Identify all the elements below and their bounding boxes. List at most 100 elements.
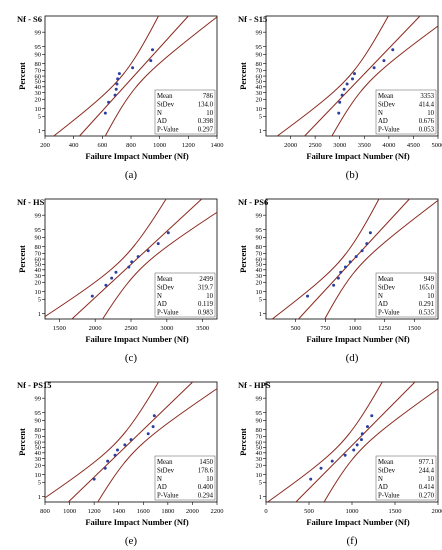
data-point <box>337 111 341 115</box>
data-point <box>156 242 160 246</box>
y-tick-label: 80 <box>256 244 263 251</box>
data-point <box>114 270 118 274</box>
y-tick-label: 30 <box>256 456 263 463</box>
x-tick-label: 2000 <box>186 508 199 515</box>
plot-area <box>45 382 217 502</box>
stats-label: AD <box>378 484 388 491</box>
y-tick-label: 40 <box>35 84 42 91</box>
fit-line <box>298 199 410 319</box>
stats-label: N <box>378 476 383 483</box>
data-point <box>103 466 107 470</box>
x-axis-label: Failure Impact Number (Nf) <box>85 151 188 161</box>
y-tick-label: 95 <box>35 410 42 417</box>
y-axis-label: Percent <box>238 245 248 273</box>
x-tick-label: 2500 <box>125 325 138 332</box>
y-axis-label: Percent <box>17 245 27 273</box>
y-tick-label: 40 <box>35 267 42 274</box>
x-tick-label: 600 <box>97 142 107 149</box>
data-point <box>382 59 386 63</box>
stats-label: StDev <box>157 101 175 108</box>
stats-value: 134.0 <box>198 101 214 108</box>
y-tick-label: 95 <box>256 227 263 234</box>
x-tick-label: 1400 <box>112 508 125 515</box>
stats-value: 10 <box>427 293 434 300</box>
y-axis-label: Percent <box>17 62 27 90</box>
data-point <box>151 425 155 429</box>
stats-label: StDev <box>157 467 175 474</box>
stats-label: Mean <box>157 459 173 466</box>
x-tick-label: 5000 <box>432 142 442 149</box>
data-point <box>146 249 150 253</box>
y-tick-label: 80 <box>35 244 42 251</box>
x-tick-label: 1000 <box>346 508 359 515</box>
stats-value: 10 <box>206 476 213 483</box>
chart-title: Nf - S6 <box>17 14 42 24</box>
stats-label: N <box>157 293 162 300</box>
fit-line <box>295 382 416 502</box>
y-tick-label: 90 <box>35 418 42 425</box>
y-tick-label: 60 <box>256 73 263 80</box>
plot-area <box>45 199 217 319</box>
data-point <box>343 453 347 457</box>
data-point <box>123 443 127 447</box>
plot-area <box>276 16 438 136</box>
data-point <box>342 87 346 91</box>
stats-value: 10 <box>206 293 213 300</box>
x-tick-label: 2000 <box>284 142 297 149</box>
stats-value: 165.0 <box>419 284 435 291</box>
y-tick-label: 90 <box>35 52 42 59</box>
data-point <box>151 48 154 52</box>
data-point <box>106 459 110 463</box>
y-tick-label: 40 <box>35 450 42 457</box>
panel-caption: (b) <box>346 169 359 181</box>
stats-label: Mean <box>378 276 394 283</box>
data-point <box>127 265 131 269</box>
data-point <box>355 443 359 447</box>
stats-value: 10 <box>206 110 213 117</box>
y-tick-label: 5 <box>38 297 41 304</box>
stats-label: StDev <box>378 467 396 474</box>
x-tick-label: 1000 <box>63 508 76 515</box>
data-point <box>90 294 94 298</box>
stats-label: AD <box>378 301 388 308</box>
y-tick-label: 99 <box>35 212 42 219</box>
y-tick-label: 95 <box>35 227 42 234</box>
x-tick-label: 500 <box>291 325 301 332</box>
stats-box-frame <box>375 89 437 135</box>
y-tick-label: 30 <box>256 273 263 280</box>
chart-title: Nf - HPS <box>238 380 271 390</box>
y-axis-label: Percent <box>238 428 248 456</box>
confidence-band-lower <box>45 382 159 499</box>
data-point <box>391 48 395 52</box>
y-tick-label: 10 <box>35 289 42 296</box>
stats-value: 0.400 <box>198 484 214 491</box>
stats-box: Mean 1450 StDev 178.6 N 10 AD 0.400 P-Value 0.294 <box>154 455 216 501</box>
y-axis-label: Percent <box>17 428 27 456</box>
stats-label: N <box>157 476 162 483</box>
stats-label: AD <box>157 484 167 491</box>
y-axis-label: Percent <box>238 62 248 90</box>
data-point <box>352 72 356 76</box>
y-tick-label: 10 <box>35 472 42 479</box>
data-point <box>115 448 119 452</box>
y-tick-label: 30 <box>35 90 42 97</box>
y-tick-label: 1 <box>259 494 262 501</box>
stats-value: 3353 <box>420 93 434 100</box>
data-point <box>166 231 170 235</box>
x-tick-label: 750 <box>320 325 330 332</box>
y-tick-label: 40 <box>256 450 263 457</box>
x-tick-label: 1500 <box>53 325 66 332</box>
data-point <box>368 231 372 235</box>
y-tick-label: 50 <box>35 79 42 86</box>
data-point <box>319 466 323 470</box>
y-tick-label: 70 <box>256 251 263 258</box>
y-tick-label: 5 <box>38 114 41 121</box>
confidence-band-upper <box>324 199 438 319</box>
y-tick-label: 60 <box>35 73 42 80</box>
x-tick-label: 2500 <box>309 142 322 149</box>
x-axis-label: Failure Impact Number (Nf) <box>85 334 188 344</box>
stats-label: StDev <box>378 284 396 291</box>
